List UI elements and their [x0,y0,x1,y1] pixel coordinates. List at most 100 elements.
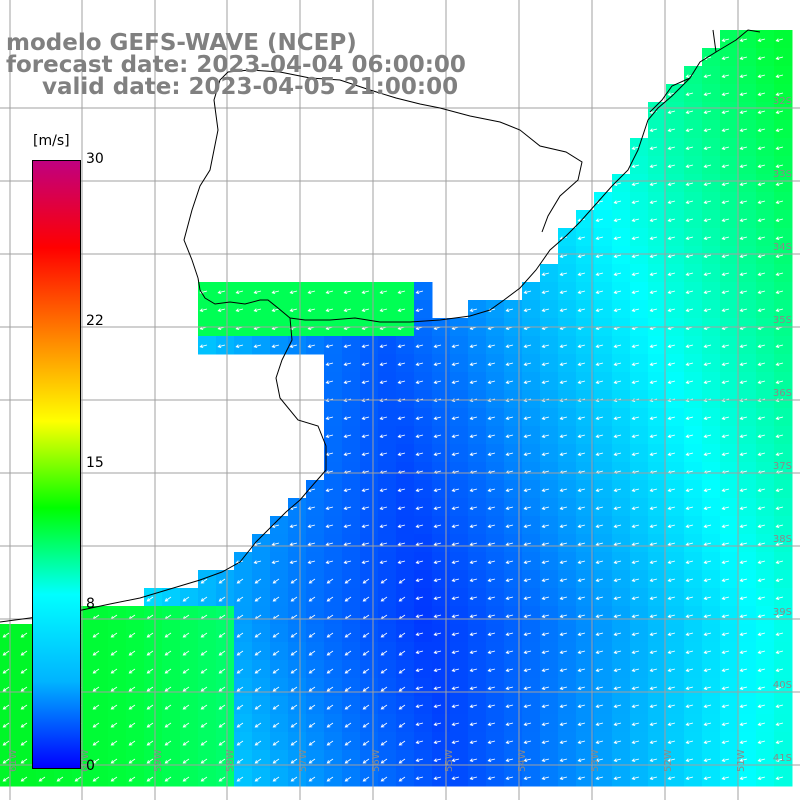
wind-arrow [415,524,424,529]
wind-arrow [272,686,280,692]
wind-arrow [469,740,478,745]
wind-arrow [667,740,676,745]
wind-arrow [613,272,622,277]
wind-cell [774,552,793,571]
wind-arrow [541,524,550,529]
wind-cell [684,372,703,391]
wind-arrow [2,686,10,692]
wind-cell [576,534,595,553]
wind-cell [378,444,397,463]
wind-arrow [433,380,442,385]
wind-cell [486,462,505,481]
wind-cell [396,372,415,391]
wind-arrow [505,488,514,493]
wind-arrow [487,380,496,385]
wind-arrow [631,200,640,205]
wind-cell [216,678,235,697]
wind-arrow [667,254,676,259]
wind-cell [216,714,235,733]
wind-cell [774,30,793,49]
wind-cell [720,138,739,157]
wind-arrow [272,578,280,584]
wind-arrow [505,686,514,691]
wind-arrow [326,596,334,602]
wind-arrow [325,416,334,421]
wind-arrow [253,560,262,565]
wind-cell [612,732,631,751]
wind-cell [594,372,613,391]
wind-arrow [398,578,406,584]
wind-arrow [721,344,730,349]
wind-arrow [595,578,604,583]
wind-arrow [595,272,604,277]
wind-arrow [361,344,370,349]
wind-cell [558,750,577,769]
wind-arrow [236,668,244,674]
wind-cell [126,714,145,733]
wind-cell [198,660,217,679]
wind-arrow [505,524,514,529]
wind-arrow [92,686,100,692]
wind-arrow [469,668,478,673]
wind-arrow [541,362,550,367]
wind-cell [738,282,757,301]
wind-arrow [164,758,172,764]
wind-arrow [757,650,766,655]
wind-cell [738,606,757,625]
wind-cell [666,588,685,607]
wind-arrow [775,110,784,115]
wind-arrow [523,578,532,583]
wind-arrow [703,758,712,763]
latitude-label: 39S [773,607,792,618]
wind-cell [414,534,433,553]
wind-arrow [236,740,244,746]
wind-arrow [613,236,622,241]
wind-cell [540,750,559,769]
wind-arrow [685,722,694,727]
wind-cell [648,228,667,247]
wind-cell [342,534,361,553]
wind-cell [504,624,523,643]
wind-cell [612,408,631,427]
wind-cell [756,498,775,517]
wind-cell [180,606,199,625]
wind-cell [450,390,469,409]
wind-arrow [505,416,514,421]
wind-arrow [649,272,658,277]
wind-cell [0,768,19,787]
wind-cell [414,390,433,409]
wind-arrow [739,128,748,133]
wind-arrow [667,524,676,529]
wind-cell [774,48,793,67]
wind-cell [720,120,739,139]
wind-arrow [451,686,460,691]
wind-cell [432,354,451,373]
wind-arrow [362,722,370,728]
wind-arrow [146,776,154,782]
wind-cell [630,660,649,679]
wind-arrow [271,542,280,547]
wind-cell [720,228,739,247]
wind-arrow [398,632,406,638]
wind-cell [306,282,325,301]
wind-cell [144,624,163,643]
wind-arrow [380,650,388,656]
wind-arrow [433,650,442,655]
wind-cell [270,642,289,661]
wind-arrow [757,254,766,259]
wind-arrow [344,632,352,638]
wind-cell [756,354,775,373]
wind-arrow [703,740,712,745]
wind-cell [702,246,721,265]
wind-arrow [721,272,730,277]
wind-arrow [667,344,676,349]
wind-arrow [146,704,154,710]
wind-arrow [775,254,784,259]
wind-cell [234,696,253,715]
wind-arrow [739,614,748,619]
wind-cell [720,354,739,373]
wind-cell [414,372,433,391]
wind-arrow [2,758,10,764]
wind-arrow [649,506,658,511]
wind-cell [378,732,397,751]
